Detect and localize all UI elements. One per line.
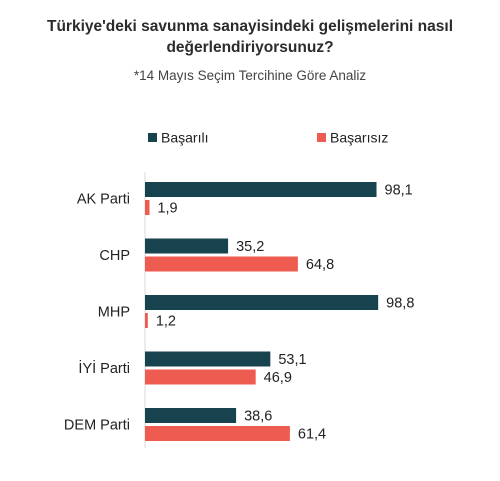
legend-swatch-1 [148,133,157,142]
legend-label-2: Başarısız [330,130,388,146]
bar-basarili [145,238,229,254]
bar-basarisiz [145,369,256,385]
legend-label-1: Başarılı [161,130,208,146]
data-label: 61,4 [298,427,326,443]
bar-basarisiz [145,200,150,215]
data-label: 1,2 [156,314,176,330]
legend-swatch-2 [317,133,326,142]
data-label: 1,9 [157,201,177,217]
data-label: 38,6 [244,409,272,425]
category-label: İYİ Parti [78,359,130,377]
bar-basarili [145,408,237,423]
data-label: 46,9 [264,370,292,386]
data-label: 98,1 [385,183,413,199]
category-label: AK Parti [77,192,130,208]
data-label: 64,8 [306,257,334,273]
chart-title-line-2: değerlendiriyorsunuz? [166,39,334,56]
chart-title: Türkiye'deki savunma sanayisindeki geliş… [0,16,500,58]
chart-title-line-1: Türkiye'deki savunma sanayisindeki geliş… [46,18,453,35]
category-label: CHP [99,248,130,264]
bar-basarili [145,295,379,310]
data-label: 53,1 [278,352,306,368]
bar-basarili [145,182,377,197]
bar-basarisiz [145,313,148,328]
category-label: DEM Parti [64,418,130,434]
category-label: MHP [98,305,130,321]
data-label: 35,2 [236,239,264,255]
data-label: 98,8 [386,296,414,312]
chart-subtitle: *14 Mayıs Seçim Tercihine Göre Analiz [133,68,367,83]
bar-basarisiz [145,426,290,441]
bar-basarili [145,351,271,367]
bar-basarisiz [145,256,298,272]
